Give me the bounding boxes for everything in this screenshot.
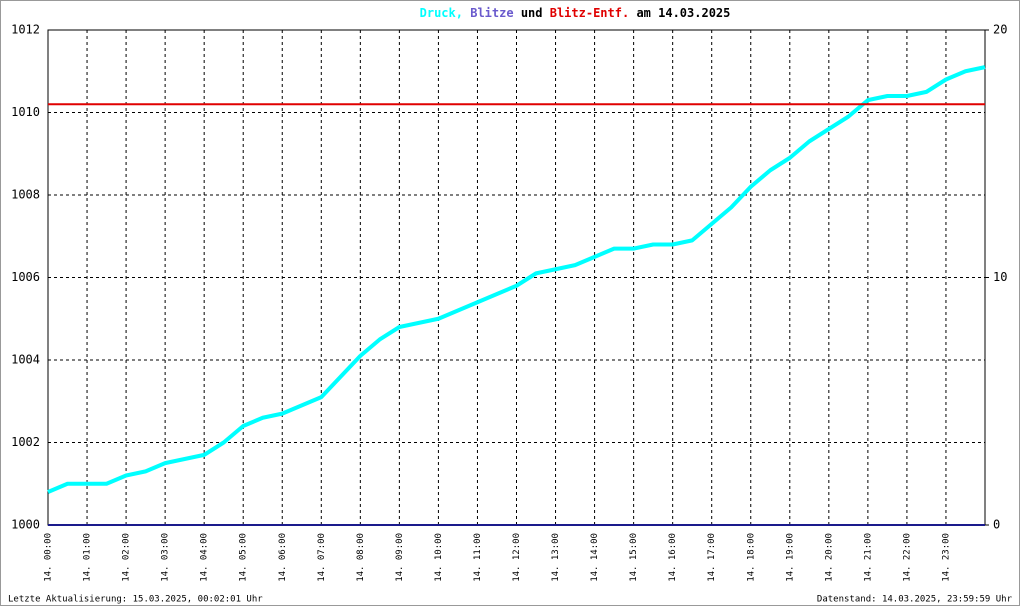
- x-tick-label: 14. 03:00: [161, 533, 171, 582]
- y-tick-label: 1008: [11, 188, 40, 202]
- chart-title: Druck, Blitze und Blitz-Entf. am 14.03.2…: [420, 6, 731, 20]
- x-tick-label: 14. 11:00: [473, 533, 483, 582]
- y2-tick-label: 0: [993, 518, 1000, 532]
- x-tick-label: 14. 01:00: [83, 533, 93, 582]
- title-part: und: [521, 6, 543, 20]
- x-tick-label: 14. 02:00: [122, 533, 132, 582]
- y-tick-label: 1006: [11, 270, 40, 284]
- x-tick-label: 14. 00:00: [44, 533, 54, 582]
- x-tick-label: 14. 08:00: [356, 533, 366, 582]
- y-tick-label: 1002: [11, 435, 40, 449]
- x-tick-label: 14. 10:00: [434, 533, 444, 582]
- x-tick-label: 14. 20:00: [824, 533, 834, 582]
- y-tick-label: 1000: [11, 518, 40, 532]
- title-space: [463, 6, 470, 20]
- title-space: [543, 6, 550, 20]
- title-part: Blitze: [470, 6, 513, 20]
- y2-tick-label: 20: [993, 23, 1007, 37]
- y-tick-label: 1012: [11, 23, 40, 37]
- x-tick-label: 14. 06:00: [278, 533, 288, 582]
- x-tick-label: 14. 05:00: [239, 533, 249, 582]
- x-tick-label: 14. 18:00: [746, 533, 756, 582]
- title-space: [514, 6, 521, 20]
- x-tick-label: 14. 23:00: [941, 533, 951, 582]
- x-tick-label: 14. 14:00: [590, 533, 600, 582]
- x-tick-label: 14. 13:00: [551, 533, 561, 582]
- title-part: Blitz-Entf.: [550, 6, 629, 20]
- x-tick-label: 14. 12:00: [512, 533, 522, 582]
- x-tick-label: 14. 21:00: [863, 533, 873, 582]
- x-tick-label: 14. 16:00: [668, 533, 678, 582]
- title-space: [629, 6, 636, 20]
- x-tick-label: 14. 17:00: [707, 533, 717, 582]
- y-tick-label: 1010: [11, 105, 40, 119]
- x-tick-label: 14. 09:00: [395, 533, 405, 582]
- y2-tick-label: 10: [993, 270, 1007, 284]
- x-tick-label: 14. 07:00: [317, 533, 327, 582]
- footer-left: Letzte Aktualisierung: 15.03.2025, 00:02…: [8, 595, 263, 605]
- title-part: ,: [456, 6, 463, 20]
- x-tick-label: 14. 04:00: [200, 533, 210, 582]
- title-part: Druck: [420, 6, 457, 20]
- footer-right: Datenstand: 14.03.2025, 23:59:59 Uhr: [817, 595, 1013, 605]
- x-tick-label: 14. 22:00: [902, 533, 912, 582]
- y-tick-label: 1004: [11, 353, 40, 367]
- series-line: [47, 65, 986, 494]
- x-tick-label: 14. 15:00: [629, 533, 639, 582]
- x-tick-label: 14. 19:00: [785, 533, 795, 582]
- title-part: am 14.03.2025: [636, 6, 730, 20]
